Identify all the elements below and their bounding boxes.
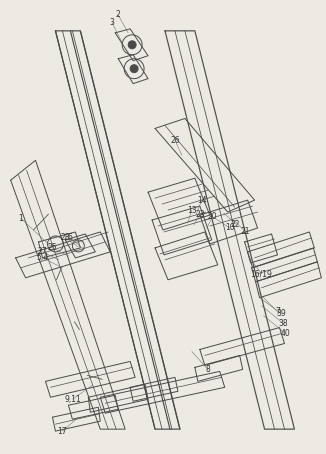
- Text: 38: 38: [279, 319, 288, 328]
- Text: 17: 17: [58, 427, 67, 436]
- Text: 40: 40: [281, 329, 290, 338]
- Text: 14: 14: [197, 196, 207, 205]
- Text: 13: 13: [187, 206, 197, 215]
- Text: 25: 25: [48, 243, 57, 252]
- Text: 9,11: 9,11: [64, 395, 81, 404]
- Text: 2: 2: [116, 10, 121, 20]
- Text: 23: 23: [195, 210, 205, 218]
- Text: 20: 20: [208, 212, 217, 221]
- Text: 6: 6: [68, 233, 73, 242]
- Text: 7: 7: [275, 307, 280, 316]
- Text: 3: 3: [110, 18, 115, 27]
- Circle shape: [130, 64, 138, 73]
- Text: 5,4: 5,4: [37, 253, 49, 262]
- Text: 26: 26: [170, 136, 180, 145]
- Text: 8: 8: [205, 365, 210, 374]
- Text: 16/19: 16/19: [251, 269, 273, 278]
- Text: 28: 28: [61, 233, 70, 242]
- Text: 27: 27: [38, 247, 47, 257]
- Text: 22: 22: [231, 220, 241, 228]
- Text: 10: 10: [225, 223, 234, 232]
- Text: 1: 1: [18, 213, 23, 222]
- Text: 39: 39: [277, 309, 286, 318]
- Circle shape: [128, 41, 136, 49]
- Text: 21: 21: [241, 227, 250, 237]
